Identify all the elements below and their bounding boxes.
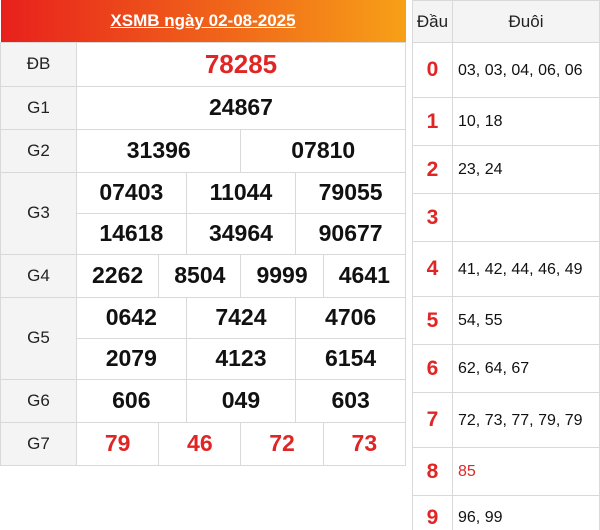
loto-tail-values: 03, 03, 04, 06, 06 [452,42,600,98]
prize-number-g5: 4123 [185,337,297,380]
loto-tail-values-special: 85 [452,447,600,496]
loto-row: 1 10, 18 [412,97,600,146]
prize-row-db: ĐB 78285 [0,41,406,87]
prize-number-g5: 7424 [185,296,297,339]
prize-number-g7: 72 [240,421,324,466]
loto-row: 4 41, 42, 44, 46, 49 [412,241,600,297]
results-title-link[interactable]: XSMB ngày 02-08-2025 [110,10,296,30]
loto-head-digit: 9 [412,495,453,530]
loto-tail-values: 96, 99 [452,495,600,530]
prize-number-g6: 603 [295,378,406,423]
prize-row-g1: G1 24867 [0,85,406,130]
prize-row-g4: G4 2262 8504 9999 4641 [0,253,407,298]
loto-head-tail-table: Đầu Đuôi 0 03, 03, 04, 06, 06 1 10, 18 2… [412,0,600,530]
loto-head-digit: 5 [412,296,453,345]
loto-head-digit: 3 [412,193,453,242]
prize-label-g5: G5 [0,296,77,380]
prize-label-g7: G7 [0,421,77,466]
prize-number-g5: 6154 [295,337,406,380]
loto-tail-values: 72, 73, 77, 79, 79 [452,392,600,448]
loto-head-digit: 1 [412,97,453,146]
loto-head-digit: 6 [412,344,453,393]
loto-row: 9 96, 99 [412,495,600,530]
head-column-header: Đầu [412,0,453,43]
prize-row-g2: G2 31396 07810 [0,128,406,173]
loto-row: 7 72, 73, 77, 79, 79 [412,392,600,448]
results-table: XSMB ngày 02-08-2025 ĐB 78285 G1 24867 G… [0,0,407,466]
loto-tail-values: 23, 24 [452,145,600,194]
prize-number-g7: 73 [322,421,407,466]
prize-number-g4: 4641 [322,253,407,298]
prize-number-g7: 79 [75,421,160,466]
prize-label-g4: G4 [0,253,77,298]
special-prize-number: 78285 [76,41,406,87]
prize-number-g3: 79055 [295,171,406,214]
loto-row: 3 [412,193,600,242]
prize-number-g4: 2262 [75,253,160,298]
prize-number-g5: 2079 [76,337,187,380]
prize-row-g5: G5 0642 7424 4706 [0,296,406,380]
tail-column-header: Đuôi [452,0,600,43]
prize-number-g1: 24867 [76,85,406,130]
loto-row: 8 85 [412,447,600,496]
prize-label-g1: G1 [0,85,77,130]
prize-number-g3: 90677 [295,212,406,255]
results-title-cell: XSMB ngày 02-08-2025 [0,0,406,42]
prize-number-g3: 07403 [76,171,187,214]
loto-tail-values: 10, 18 [452,97,600,146]
loto-head-digit: 4 [412,241,453,297]
prize-label-g3: G3 [0,171,77,255]
loto-row: 2 23, 24 [412,145,600,194]
loto-row: 6 62, 64, 67 [412,344,600,393]
loto-tail-values: 62, 64, 67 [452,344,600,393]
prize-label-g2: G2 [0,128,77,173]
prize-number-g3: 11044 [185,171,297,214]
prize-number-g3: 34964 [185,212,297,255]
loto-head-digit: 0 [412,42,453,98]
prize-number-g5: 0642 [76,296,187,339]
prize-number-g2: 07810 [240,128,406,173]
loto-head-digit: 2 [412,145,453,194]
prize-row-g3b: 14618 34964 90677 [1,212,406,255]
loto-row: 5 54, 55 [412,296,600,345]
prize-row-g6: G6 606 049 603 [0,378,406,423]
prize-number-g2: 31396 [75,128,242,173]
prize-row-g3: G3 07403 11044 79055 [0,171,406,255]
prize-number-g7: 46 [158,421,242,466]
prize-label-db: ĐB [0,41,77,87]
loto-tail-values: 41, 42, 44, 46, 49 [452,241,600,297]
prize-number-g6: 606 [76,378,187,423]
loto-tail-values: 54, 55 [452,296,600,345]
prize-number-g4: 9999 [240,253,324,298]
loto-row: 0 03, 03, 04, 06, 06 [412,42,600,98]
loto-head-digit: 8 [412,447,453,496]
loto-tail-values [452,193,600,242]
prize-number-g6: 049 [185,378,297,423]
prize-number-g3: 14618 [76,212,187,255]
prize-number-g4: 8504 [158,253,242,298]
prize-label-g6: G6 [0,378,77,423]
loto-head-digit: 7 [412,392,453,448]
prize-number-g5: 4706 [295,296,406,339]
prize-row-g7: G7 79 46 72 73 [0,421,407,466]
